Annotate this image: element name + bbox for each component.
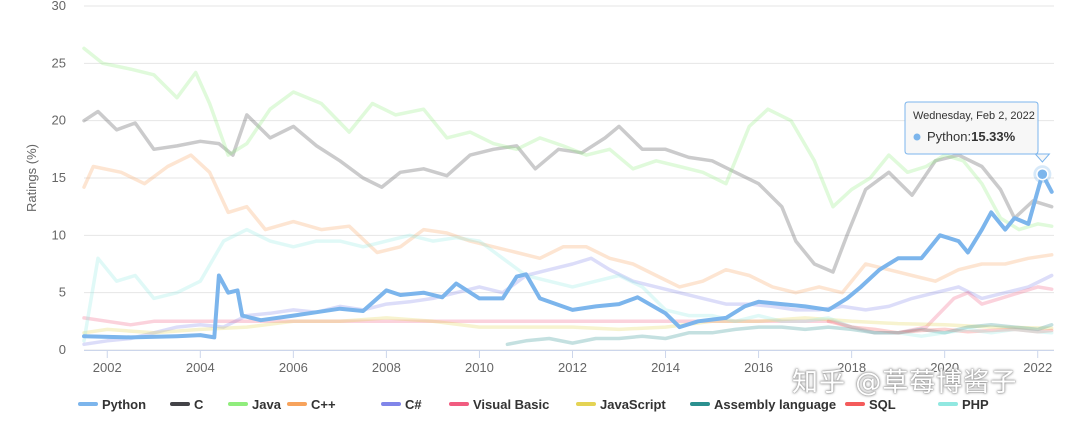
x-tick-label: 2012 bbox=[558, 360, 587, 375]
legend-item-php[interactable]: PHP bbox=[938, 397, 989, 412]
series-line-visual-basic[interactable] bbox=[82, 285, 1054, 335]
series-lines bbox=[82, 46, 1054, 347]
legend-label: Visual Basic bbox=[473, 397, 549, 412]
legend-label: PHP bbox=[962, 397, 989, 412]
x-tick-label: 2006 bbox=[279, 360, 308, 375]
legend-label: Java bbox=[252, 397, 282, 412]
legend-item-python[interactable]: Python bbox=[78, 397, 146, 412]
tooltip-date: Wednesday, Feb 2, 2022 bbox=[913, 110, 1035, 122]
series-line-javascript[interactable] bbox=[82, 316, 1054, 335]
x-tick-label: 2018 bbox=[837, 360, 866, 375]
x-tick-label: 2004 bbox=[186, 360, 215, 375]
y-axis-title: Ratings (%) bbox=[24, 144, 39, 212]
x-tick-label: 2022 bbox=[1023, 360, 1052, 375]
legend-item-c-[interactable]: C# bbox=[381, 397, 422, 412]
legend-label: C bbox=[194, 397, 204, 412]
x-tick-label: 2008 bbox=[372, 360, 401, 375]
series-line-c[interactable] bbox=[82, 109, 1054, 274]
grid-lines bbox=[84, 5, 1054, 351]
legend-label: C# bbox=[405, 397, 422, 412]
y-tick-label: 10 bbox=[52, 227, 66, 242]
legend-item-javascript[interactable]: JavaScript bbox=[576, 397, 666, 412]
x-tick-label: 2010 bbox=[465, 360, 494, 375]
legend-item-assembly-language[interactable]: Assembly language bbox=[690, 397, 836, 412]
tooltip: Wednesday, Feb 2, 2022 Python: 15.33% bbox=[904, 101, 1052, 184]
legend-label: Python bbox=[102, 397, 146, 412]
legend-label: SQL bbox=[869, 397, 896, 412]
y-tick-label: 25 bbox=[52, 55, 66, 70]
x-tick-label: 2002 bbox=[93, 360, 122, 375]
series-line-sql[interactable] bbox=[826, 319, 1054, 335]
y-tick-label: 30 bbox=[52, 0, 66, 13]
hover-point[interactable] bbox=[1036, 167, 1049, 181]
y-tick-label: 15 bbox=[52, 170, 66, 185]
legend: Python C Java C++ C# Visual Basic JavaScript As… bbox=[78, 397, 989, 412]
legend-item-visual-basic[interactable]: Visual Basic bbox=[449, 397, 549, 412]
x-tick-label: 2016 bbox=[744, 360, 773, 375]
legend-item-sql[interactable]: SQL bbox=[845, 397, 896, 412]
watermark: 知乎 @草莓博酱子 bbox=[792, 368, 1018, 398]
series-line-java[interactable] bbox=[82, 46, 1054, 232]
x-axis-tick-labels: 2002 2004 2006 2008 2010 2012 2014 2016 2018 2020… bbox=[93, 350, 1052, 375]
series-line-c-[interactable] bbox=[82, 153, 1054, 295]
legend-label: Assembly language bbox=[714, 397, 836, 412]
legend-label: JavaScript bbox=[600, 397, 666, 412]
series-line-assembly-language[interactable] bbox=[505, 323, 1054, 347]
legend-item-c-[interactable]: C++ bbox=[287, 397, 336, 412]
series-line-python[interactable] bbox=[82, 172, 1054, 340]
tooltip-value: 15.33% bbox=[971, 129, 1016, 144]
series-line-php[interactable] bbox=[82, 227, 1054, 343]
tooltip-colon: : bbox=[967, 129, 971, 144]
legend-label: C++ bbox=[311, 397, 336, 412]
tooltip-series-name: Python bbox=[927, 129, 967, 144]
tooltip-box bbox=[904, 101, 1051, 163]
x-tick-label: 2014 bbox=[651, 360, 680, 375]
y-tick-label: 0 bbox=[59, 342, 66, 357]
y-tick-label: 20 bbox=[52, 113, 66, 128]
y-axis-tick-labels: 0 5 10 15 20 25 30 bbox=[52, 0, 66, 357]
tooltip-series-marker bbox=[913, 133, 921, 141]
y-tick-label: 5 bbox=[59, 285, 66, 300]
legend-item-java[interactable]: Java bbox=[228, 397, 282, 412]
legend-item-c[interactable]: C bbox=[170, 397, 204, 412]
x-tick-label: 2020 bbox=[930, 360, 959, 375]
